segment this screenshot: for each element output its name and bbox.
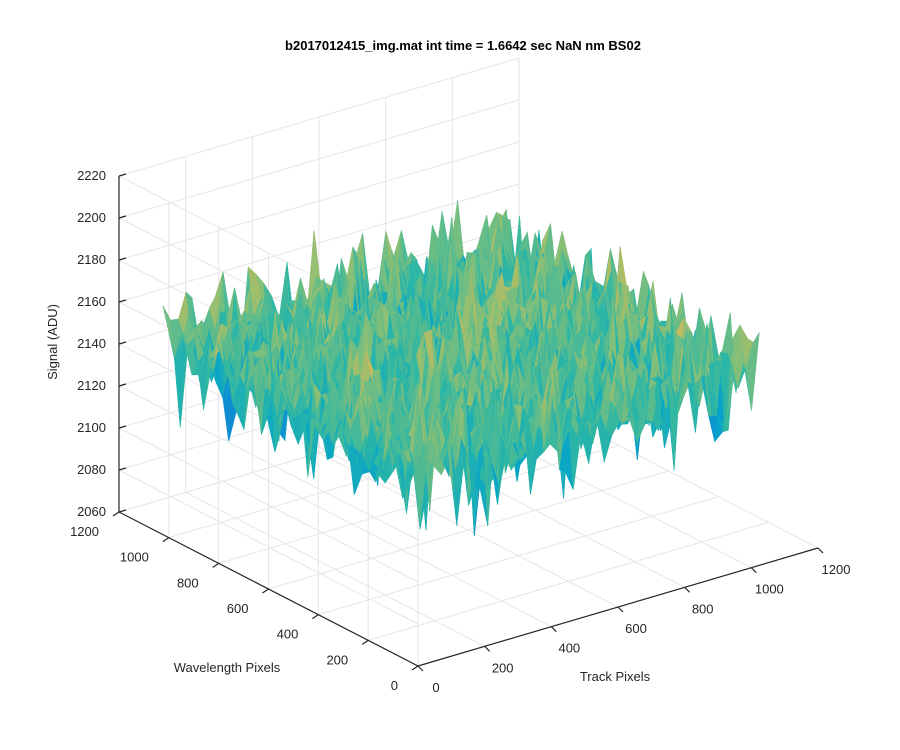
x-tick-mark bbox=[417, 665, 424, 672]
z-tick-mark bbox=[118, 215, 127, 219]
x-tick-label: 1200 bbox=[822, 562, 851, 577]
y-tick-mark bbox=[411, 665, 419, 671]
axes bbox=[112, 173, 824, 672]
y-tick-mark bbox=[212, 562, 219, 568]
y-tick-label: 400 bbox=[277, 627, 299, 642]
z-tick-label: 2160 bbox=[77, 294, 106, 309]
surface bbox=[162, 200, 760, 536]
x-tick-label: 0 bbox=[432, 680, 439, 695]
chart-title: b2017012415_img.mat int time = 1.6642 se… bbox=[285, 38, 641, 53]
z-tick-label: 2140 bbox=[77, 336, 106, 351]
y-tick-label: 600 bbox=[227, 601, 249, 616]
surface-patch bbox=[745, 332, 760, 411]
x-tick-mark bbox=[484, 645, 491, 652]
x-tick-label: 800 bbox=[692, 601, 714, 616]
z-tick-mark bbox=[118, 173, 127, 177]
grid-line-floor-y bbox=[268, 470, 669, 590]
z-tick-mark bbox=[118, 509, 127, 513]
y-tick-mark bbox=[361, 639, 369, 645]
z-tick-mark bbox=[118, 425, 127, 429]
y-tick-mark bbox=[312, 614, 319, 620]
y-tick-mark bbox=[112, 511, 120, 517]
x-axis-label: Track Pixels bbox=[580, 669, 651, 684]
z-tick-label: 2100 bbox=[77, 420, 106, 435]
grid-line-floor-y bbox=[368, 521, 769, 641]
y-tick-label: 1200 bbox=[70, 524, 99, 539]
y-tick-label: 200 bbox=[326, 652, 348, 667]
z-tick-label: 2060 bbox=[77, 504, 106, 519]
z-tick-mark bbox=[118, 383, 127, 387]
x-tick-label: 200 bbox=[492, 660, 514, 675]
y-tick-label: 1000 bbox=[120, 550, 149, 565]
y-tick-mark bbox=[262, 588, 269, 594]
grid-line-back-z bbox=[118, 57, 520, 177]
x-tick-mark bbox=[617, 606, 624, 613]
z-tick-label: 2120 bbox=[77, 378, 106, 393]
z-tick-mark bbox=[118, 341, 127, 345]
grid-line-side-z bbox=[118, 385, 419, 541]
x-tick-mark bbox=[684, 586, 691, 593]
x-tick-label: 400 bbox=[558, 641, 580, 656]
y-axis-label: Wavelength Pixels bbox=[174, 660, 281, 675]
x-tick-mark bbox=[817, 547, 824, 554]
grid-line-side-z bbox=[118, 469, 419, 625]
grid-line-side-z bbox=[118, 427, 419, 583]
z-tick-mark bbox=[118, 467, 127, 471]
grid-line-back-z bbox=[118, 183, 520, 303]
y-tick-mark bbox=[162, 537, 170, 543]
grid-line-back-z bbox=[118, 99, 520, 219]
y-tick-label: 800 bbox=[177, 575, 199, 590]
grid-line-floor-y bbox=[318, 496, 719, 616]
z-tick-label: 2080 bbox=[77, 462, 106, 477]
z-axis-label: Signal (ADU) bbox=[45, 304, 60, 380]
tick-labels: 0 200 400 600 800 1000 1200 0 200 400 600 800 1000 12… bbox=[70, 168, 850, 695]
x-tick-mark bbox=[550, 626, 557, 633]
x-tick-label: 600 bbox=[625, 621, 647, 636]
z-tick-mark bbox=[118, 299, 127, 303]
x-tick-label: 1000 bbox=[755, 582, 784, 597]
x-tick-mark bbox=[750, 567, 757, 574]
z-tick-label: 2180 bbox=[77, 252, 106, 267]
grid-line-back-z bbox=[118, 141, 520, 261]
z-tick-mark bbox=[118, 257, 127, 261]
z-tick-label: 2220 bbox=[77, 168, 106, 183]
y-tick-label: 0 bbox=[391, 678, 398, 693]
z-tick-label: 2200 bbox=[77, 210, 106, 225]
